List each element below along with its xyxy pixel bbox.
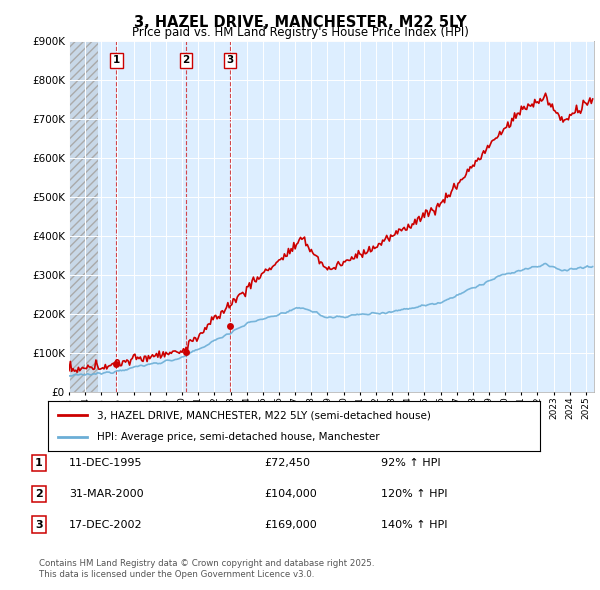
Text: 31-MAR-2000: 31-MAR-2000: [69, 489, 143, 499]
Text: 2: 2: [182, 55, 190, 65]
Text: 140% ↑ HPI: 140% ↑ HPI: [381, 520, 448, 529]
Text: £169,000: £169,000: [264, 520, 317, 529]
Text: HPI: Average price, semi-detached house, Manchester: HPI: Average price, semi-detached house,…: [97, 432, 380, 442]
Text: 3, HAZEL DRIVE, MANCHESTER, M22 5LY (semi-detached house): 3, HAZEL DRIVE, MANCHESTER, M22 5LY (sem…: [97, 410, 431, 420]
Text: 1: 1: [113, 55, 120, 65]
Text: 17-DEC-2002: 17-DEC-2002: [69, 520, 143, 529]
Text: 3, HAZEL DRIVE, MANCHESTER, M22 5LY: 3, HAZEL DRIVE, MANCHESTER, M22 5LY: [134, 15, 466, 30]
Text: 11-DEC-1995: 11-DEC-1995: [69, 458, 143, 468]
Text: 3: 3: [35, 520, 43, 529]
Text: 2: 2: [35, 489, 43, 499]
Text: 3: 3: [226, 55, 233, 65]
Text: Contains HM Land Registry data © Crown copyright and database right 2025.: Contains HM Land Registry data © Crown c…: [39, 559, 374, 568]
Text: 1: 1: [35, 458, 43, 468]
Text: 92% ↑ HPI: 92% ↑ HPI: [381, 458, 440, 468]
Text: 120% ↑ HPI: 120% ↑ HPI: [381, 489, 448, 499]
Text: £104,000: £104,000: [264, 489, 317, 499]
Text: This data is licensed under the Open Government Licence v3.0.: This data is licensed under the Open Gov…: [39, 571, 314, 579]
Bar: [69, 41, 98, 392]
Text: Price paid vs. HM Land Registry's House Price Index (HPI): Price paid vs. HM Land Registry's House …: [131, 26, 469, 39]
Text: £72,450: £72,450: [264, 458, 310, 468]
